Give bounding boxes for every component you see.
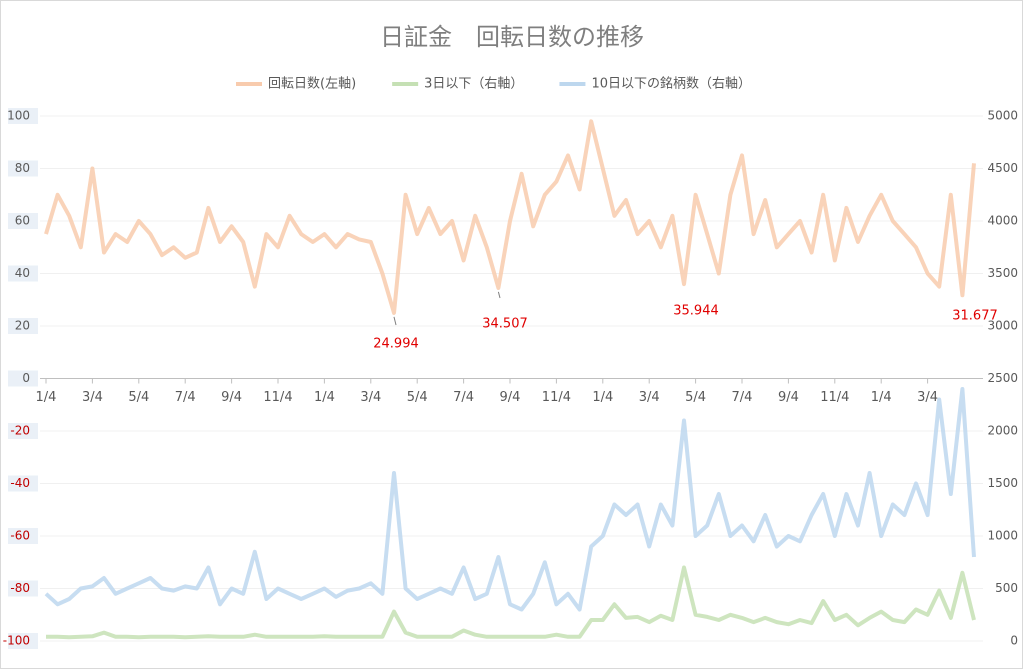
x-tick-label: 3/4 bbox=[917, 390, 938, 405]
x-tick-label: 1/4 bbox=[36, 390, 57, 405]
x-tick-label: 3/4 bbox=[82, 390, 103, 405]
x-tick-label: 3/4 bbox=[360, 390, 381, 405]
x-tick-label: 3/4 bbox=[639, 390, 660, 405]
y-tick-bg bbox=[8, 108, 38, 124]
series-line bbox=[44, 119, 976, 315]
x-tick-label: 7/4 bbox=[175, 390, 196, 405]
x-tick-label: 5/4 bbox=[128, 390, 149, 405]
y2-tick-label: 1500 bbox=[987, 476, 1018, 490]
y-tick-bg bbox=[8, 633, 38, 649]
y-tick-bg bbox=[8, 213, 38, 229]
x-tick-label: 9/4 bbox=[778, 390, 799, 405]
x-tick-label: 5/4 bbox=[407, 390, 428, 405]
data-label: 31.677 bbox=[952, 309, 998, 324]
y-tick-bg bbox=[8, 160, 38, 177]
y-tick-label: 80 bbox=[15, 161, 30, 175]
data-label: 35.944 bbox=[673, 304, 719, 319]
y-tick-label: -40 bbox=[10, 476, 30, 490]
x-tick-label: 11/4 bbox=[542, 390, 571, 405]
y-tick-bg bbox=[8, 423, 38, 439]
x-tick-label: 1/4 bbox=[314, 390, 335, 405]
y-tick-label: -80 bbox=[10, 581, 30, 595]
y-tick-bg bbox=[8, 265, 38, 282]
series-line bbox=[44, 387, 976, 612]
data-label: 24.994 bbox=[373, 337, 419, 352]
y-tick-label: 20 bbox=[15, 319, 30, 333]
x-tick-label: 9/4 bbox=[221, 390, 242, 405]
y2-tick-label: 5000 bbox=[987, 109, 1018, 123]
y-tick-label: -100 bbox=[3, 634, 30, 648]
y2-tick-label: 2500 bbox=[987, 371, 1018, 385]
y-tick-bg bbox=[8, 580, 38, 597]
x-tick-label: 1/4 bbox=[592, 390, 613, 405]
data-label: 34.507 bbox=[482, 317, 528, 332]
y-tick-bg bbox=[8, 318, 38, 334]
legend-label: 10日以下の銘柄数（右軸） bbox=[591, 77, 751, 92]
y-tick-bg bbox=[8, 528, 38, 544]
chart-title: 日証金 回転日数の推移 bbox=[380, 23, 644, 51]
x-tick-label: 7/4 bbox=[732, 390, 753, 405]
y-tick-label: -20 bbox=[10, 424, 30, 438]
y2-tick-label: 500 bbox=[995, 581, 1018, 595]
y2-tick-label: 1000 bbox=[987, 529, 1018, 543]
leader-line bbox=[497, 291, 501, 299]
legend-label: 回転日数(左軸) bbox=[268, 77, 356, 92]
y2-tick-label: 4500 bbox=[987, 161, 1018, 175]
y2-tick-label: 2000 bbox=[987, 424, 1018, 438]
x-tick-label: 1/4 bbox=[871, 390, 892, 405]
series-line bbox=[46, 565, 976, 640]
x-tick-label: 5/4 bbox=[685, 390, 706, 405]
y-tick-label: 100 bbox=[7, 109, 30, 123]
x-tick-label: 11/4 bbox=[263, 390, 292, 405]
y-tick-bg bbox=[8, 370, 38, 387]
y2-tick-label: 4000 bbox=[987, 214, 1018, 228]
y-tick-label: 0 bbox=[22, 371, 30, 385]
leader-line bbox=[393, 316, 397, 326]
y-tick-label: 40 bbox=[15, 266, 30, 280]
y-tick-label: -60 bbox=[10, 529, 30, 543]
y-tick-bg bbox=[8, 475, 38, 492]
x-tick-label: 9/4 bbox=[500, 390, 521, 405]
x-tick-label: 7/4 bbox=[453, 390, 474, 405]
y2-tick-label: 3500 bbox=[987, 266, 1018, 280]
y-tick-label: 60 bbox=[15, 214, 30, 228]
y2-tick-label: 3000 bbox=[987, 319, 1018, 333]
legend-label: 3日以下（右軸） bbox=[424, 77, 523, 92]
y2-tick-label: 0 bbox=[1010, 634, 1018, 648]
x-tick-label: 11/4 bbox=[820, 390, 849, 405]
